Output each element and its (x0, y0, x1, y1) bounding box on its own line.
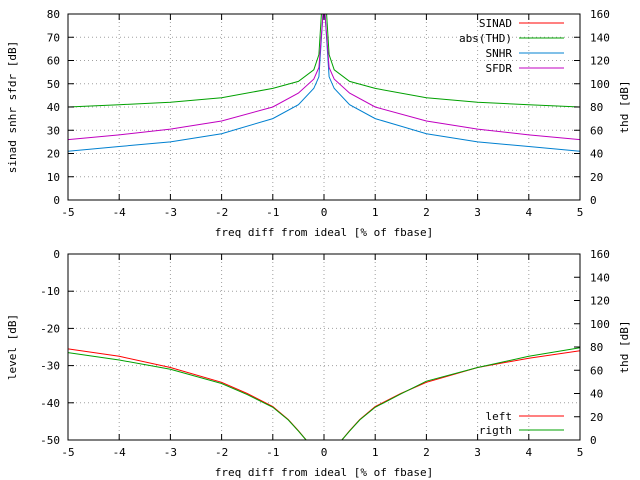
series-line-rigth (68, 347, 580, 440)
x-tick-label: -2 (215, 446, 228, 459)
series-line-snhr (68, 14, 580, 152)
x-tick-label: -1 (266, 206, 279, 219)
x-tick-label: 2 (423, 206, 430, 219)
legend-label: SNHR (486, 47, 513, 60)
x-tick-label: 2 (423, 446, 430, 459)
y2-tick-label: 60 (590, 364, 603, 377)
y-tick-label: 70 (47, 31, 60, 44)
y2-tick-label: 120 (590, 55, 610, 68)
y-tick-label: 50 (47, 78, 60, 91)
x-tick-label: 1 (372, 446, 379, 459)
y-tick-label: 60 (47, 55, 60, 68)
y-axis-label: level [dB] (6, 314, 19, 380)
y2-tick-label: 0 (590, 434, 597, 447)
x-tick-label: 3 (474, 206, 481, 219)
x-tick-label: -5 (61, 446, 74, 459)
legend-label: SINAD (479, 17, 512, 30)
series-line-abs-thd- (68, 14, 580, 108)
panel-2: -5 -4 -3 -2 -1 0 1 2 3 4 5-50-40-30-20-10002040608… (6, 248, 631, 479)
y2-tick-label: 80 (590, 101, 603, 114)
x-axis-label: freq diff from ideal [% of fbase] (215, 226, 434, 239)
y-tick-label: -40 (40, 397, 60, 410)
y-tick-label: 20 (47, 148, 60, 161)
x-tick-label: -3 (164, 206, 177, 219)
y-tick-label: 0 (53, 248, 60, 261)
panel-1: -5 -4 -3 -2 -1 0 1 2 3 4 5010203040506070800204060… (6, 8, 631, 239)
y2-tick-label: 40 (590, 148, 603, 161)
y2-tick-label: 20 (590, 411, 603, 424)
x-tick-label: 0 (321, 206, 328, 219)
x-axis-label: freq diff from ideal [% of fbase] (215, 466, 434, 479)
legend-label: abs(THD) (459, 32, 512, 45)
legend: SINAD abs(THD) SNHR SFDR (459, 17, 564, 75)
y-tick-label: -10 (40, 285, 60, 298)
y-tick-label: 80 (47, 8, 60, 21)
legend-label: rigth (479, 424, 512, 437)
y2-tick-label: 40 (590, 388, 603, 401)
y2-tick-label: 20 (590, 171, 603, 184)
x-tick-label: -5 (61, 206, 74, 219)
legend-label: SFDR (486, 62, 513, 75)
y-tick-label: 10 (47, 171, 60, 184)
y-tick-label: -50 (40, 434, 60, 447)
y-tick-label: -20 (40, 322, 60, 335)
y2-axis-label: thd [dB] (618, 321, 631, 374)
y2-tick-label: 100 (590, 78, 610, 91)
x-tick-label: -4 (113, 206, 127, 219)
y-tick-label: 0 (53, 194, 60, 207)
y-axis-label: sinad snhr sfdr [dB] (6, 41, 19, 173)
y2-tick-label: 60 (590, 124, 603, 137)
series-line-left (68, 348, 580, 440)
y2-tick-label: 80 (590, 341, 603, 354)
y2-tick-label: 160 (590, 248, 610, 261)
x-tick-label: -4 (113, 446, 127, 459)
x-tick-label: -1 (266, 446, 279, 459)
series-group (68, 14, 580, 152)
y-tick-label: -30 (40, 360, 60, 373)
y2-axis-label: thd [dB] (618, 81, 631, 134)
x-tick-label: 1 (372, 206, 379, 219)
y-tick-label: 30 (47, 124, 60, 137)
y2-tick-label: 160 (590, 8, 610, 21)
y-tick-label: 40 (47, 101, 60, 114)
x-tick-label: 5 (577, 446, 584, 459)
y2-tick-label: 100 (590, 318, 610, 331)
legend-label: left (486, 410, 513, 423)
y2-tick-label: 140 (590, 271, 610, 284)
x-tick-label: 0 (321, 446, 328, 459)
series-line-sfdr (68, 14, 580, 141)
y2-tick-label: 0 (590, 194, 597, 207)
grid-lines (68, 254, 580, 440)
x-tick-label: 5 (577, 206, 584, 219)
x-tick-label: -2 (215, 206, 228, 219)
x-tick-label: 3 (474, 446, 481, 459)
x-tick-label: 4 (525, 446, 532, 459)
y2-tick-label: 120 (590, 295, 610, 308)
x-tick-label: -3 (164, 446, 177, 459)
x-tick-label: 4 (525, 206, 532, 219)
y2-tick-label: 140 (590, 31, 610, 44)
series-group (68, 347, 580, 440)
